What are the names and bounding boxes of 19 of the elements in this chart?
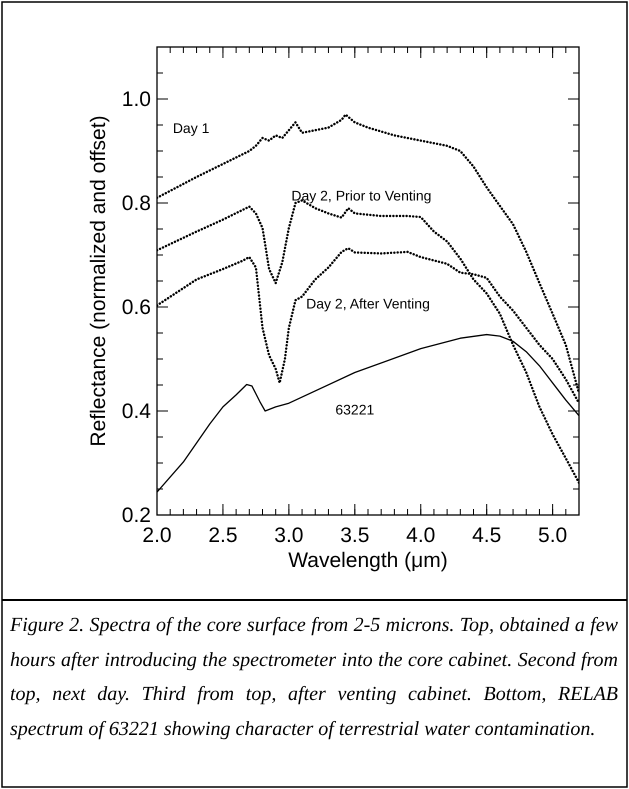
x-tick-label: 4.0 xyxy=(406,524,436,547)
series-label: 63221 xyxy=(335,402,374,418)
series-label: Day 2, Prior to Venting xyxy=(291,187,432,204)
y-tick-label: 0.4 xyxy=(122,400,152,423)
x-tick-label: 3.0 xyxy=(274,524,304,547)
x-tick-label: 3.5 xyxy=(340,524,370,547)
text: Day 1 xyxy=(172,120,210,136)
caption: Figure 2. Spectra of the core surface from 2-5 microns. Top, obtained a few hours after introducing the spectrometer into the core cabinet. Second from top, next day. Third from top, after venting cabinet. Bottom, RELAB spectrum of 63221 showing character of terrestrial water contamination. xyxy=(10,613,618,742)
y-axis-title: Reflectance (normalized and offset) xyxy=(87,115,110,447)
y-tick-label: 0.8 xyxy=(122,192,151,215)
x-tick-label: 2.5 xyxy=(208,524,238,547)
x-axis-title: Wavelength (μm) xyxy=(288,549,448,572)
series-label: Day 2, After Venting xyxy=(306,296,430,312)
x-tick-label: 4.5 xyxy=(472,524,502,547)
y-tick-label: 0.6 xyxy=(122,296,151,319)
y-tick-label: 1.0 xyxy=(122,88,151,111)
x-tick-label: 2.0 xyxy=(142,524,172,547)
y-tick-label: 0.2 xyxy=(122,504,151,527)
x-tick-label: 5.0 xyxy=(538,524,568,547)
